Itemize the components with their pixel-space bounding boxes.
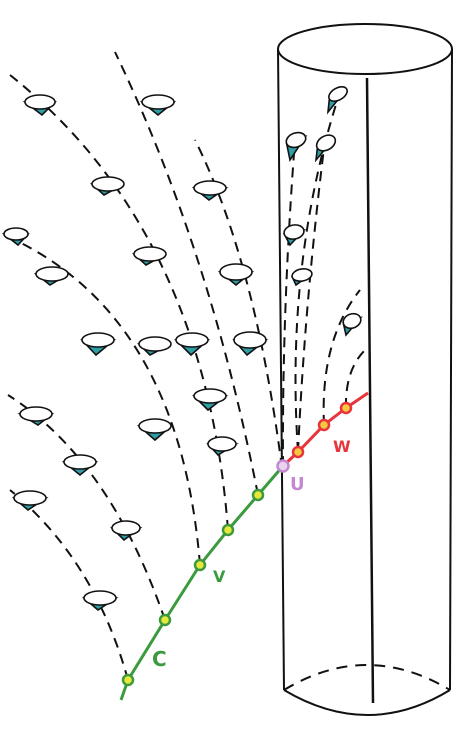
cone-rim: [193, 388, 227, 404]
cylinder-bottom-rim-back: [283, 664, 451, 691]
light-cone-icon: [81, 590, 119, 612]
light-cone-icon: [33, 266, 71, 286]
light-cone-icon: [110, 520, 143, 542]
event-point-c: [193, 558, 207, 572]
label-w: W: [333, 437, 351, 456]
event-point-w: [291, 445, 305, 459]
label-u: U: [290, 474, 305, 495]
event-point-c: [221, 523, 235, 537]
light-cone-icon: [342, 312, 364, 337]
light-cone-icon: [174, 332, 211, 357]
cone-rim: [285, 131, 307, 149]
event-point-c: [251, 488, 265, 502]
event-points: [121, 401, 353, 687]
cone-rim: [283, 224, 305, 240]
world-line: [297, 139, 326, 453]
cone-rim: [342, 312, 362, 330]
event-point-u: [276, 459, 290, 473]
light-cone-icon: [131, 246, 167, 266]
light-cone-icon: [80, 332, 117, 357]
light-cone-icon: [206, 436, 239, 457]
cone-rim: [83, 590, 117, 606]
label-v: V: [213, 567, 226, 586]
light-cone-icon: [61, 454, 99, 477]
event-point-w: [317, 418, 331, 432]
world-line: [322, 289, 361, 426]
light-cone-icon: [217, 263, 255, 287]
world-lines: [7, 51, 366, 681]
light-cone-icon: [192, 388, 229, 412]
cone-rim: [138, 336, 172, 352]
light-cone-icon: [17, 406, 55, 426]
light-cone-icon: [232, 331, 269, 357]
cone-rim: [111, 520, 141, 536]
cylinder-right-wall: [449, 48, 453, 691]
event-point-c: [121, 673, 135, 687]
cone-rim: [141, 94, 175, 110]
cone-rim: [81, 332, 115, 348]
world-line: [194, 139, 283, 469]
label-c: C: [152, 647, 167, 671]
cone-rim: [328, 85, 348, 103]
light-cone-icon: [290, 268, 313, 287]
world-line: [9, 489, 129, 681]
cylinder-axis: [365, 77, 375, 704]
cylinder-top-rim: [277, 23, 453, 75]
light-cone-icon: [22, 94, 57, 117]
world-line: [281, 139, 296, 467]
world-line: [114, 51, 259, 496]
cone-rim: [138, 418, 172, 434]
cone-rim: [3, 227, 29, 241]
cone-rim: [207, 436, 237, 452]
light-cone-icon: [314, 134, 337, 163]
cone-rim: [193, 180, 227, 196]
event-point-w: [339, 401, 353, 415]
light-cone-icon: [136, 418, 174, 442]
cone-rim: [133, 246, 167, 262]
event-point-c: [158, 613, 172, 627]
world-line: [344, 349, 366, 409]
cone-rim: [291, 268, 313, 282]
light-cone-icon: [1, 227, 30, 247]
cone-rim: [63, 454, 97, 470]
light-cone-icon: [285, 131, 308, 163]
cone-rim: [35, 266, 69, 282]
light-cone-icon: [282, 224, 307, 247]
cone-rim: [13, 490, 47, 506]
world-line: [9, 74, 229, 531]
light-cone-icon: [139, 94, 177, 117]
cone-rim: [219, 263, 253, 281]
light-cone-icon: [137, 336, 172, 356]
world-line: [7, 394, 166, 621]
cone-rim: [233, 331, 267, 349]
cylinder-left-wall: [277, 48, 285, 691]
light-cone-icon: [89, 176, 125, 196]
light-cone-icon: [11, 490, 49, 512]
cone-rim: [91, 176, 125, 192]
cone-rim: [24, 94, 56, 110]
light-cone-icon: [326, 85, 348, 115]
cone-rim: [315, 134, 337, 152]
cone-rim: [19, 406, 53, 422]
light-cone-icon: [191, 180, 229, 202]
cylinder: [277, 23, 453, 716]
world-line: [14, 239, 201, 566]
cylinder-bottom-rim-front: [283, 689, 451, 716]
cone-rim: [175, 332, 209, 348]
light-cones: [1, 85, 364, 612]
